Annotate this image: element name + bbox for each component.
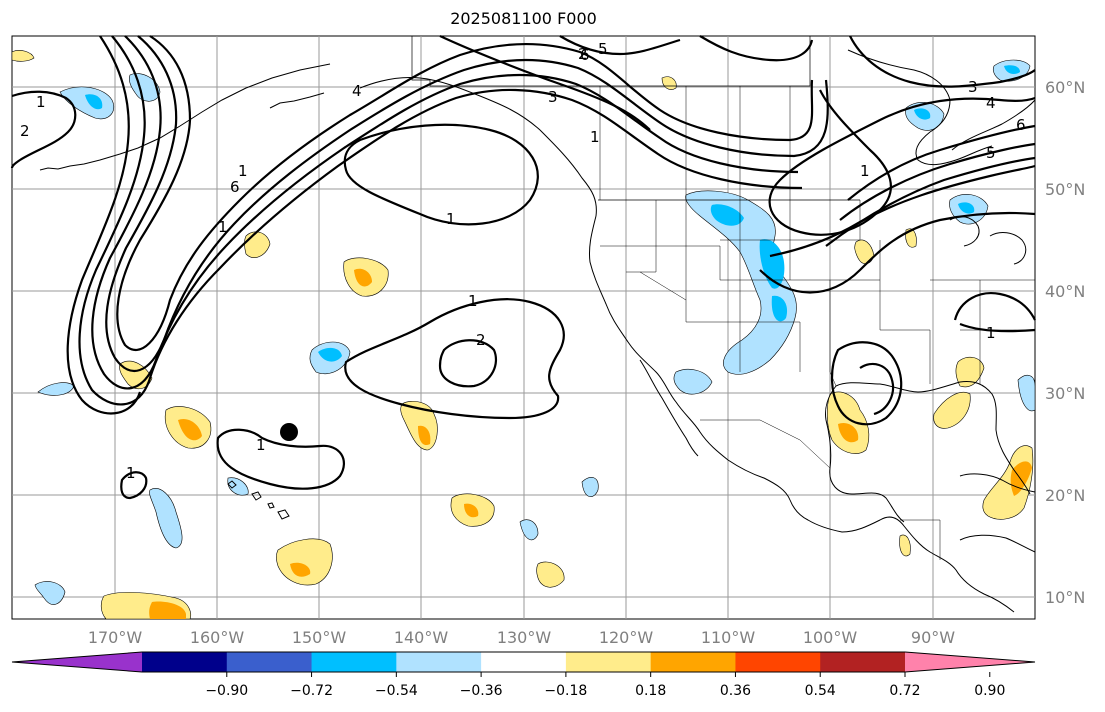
contour-label: 1 [126, 464, 136, 482]
contour-label: 4 [352, 82, 362, 100]
contour-label: 1 [986, 324, 996, 342]
colorbar-segment [396, 652, 482, 672]
colorbar-tick-label: 0.54 [805, 683, 836, 699]
colorbar [11, 651, 1036, 673]
colorbar-tick-label: −0.72 [290, 683, 333, 699]
location-marker [280, 423, 298, 441]
colorbar-segment [650, 652, 736, 672]
colorbar-tick-label: −0.54 [375, 683, 418, 699]
contour-label: 2 [20, 122, 30, 140]
lon-label: 120°W [599, 628, 654, 647]
lat-label: 30°N [1045, 384, 1085, 403]
colorbar-segment [820, 652, 906, 672]
contour-label: 6 [1016, 116, 1026, 134]
contour-label: 5 [986, 144, 996, 162]
lon-label: 110°W [701, 628, 756, 647]
colorbar-tick-label: 0.36 [720, 683, 751, 699]
lat-label: 60°N [1045, 78, 1085, 97]
contour-label: 1 [860, 162, 870, 180]
contour-label: 6 [580, 46, 590, 64]
lon-label: 130°W [497, 628, 552, 647]
colorbar-extend-min [12, 652, 142, 672]
lon-label: 90°W [911, 628, 955, 647]
contours [10, 35, 1036, 500]
lon-label: 170°W [88, 628, 143, 647]
colorbar-tick-label: 0.90 [974, 683, 1005, 699]
lat-label: 10°N [1045, 588, 1085, 607]
lat-label: 50°N [1045, 180, 1085, 199]
colorbar-segment [226, 652, 313, 672]
lat-label: 20°N [1045, 486, 1085, 505]
lon-label: 150°W [292, 628, 347, 647]
colorbar-tick-label: −0.36 [460, 683, 503, 699]
contour-label: 1 [590, 128, 600, 146]
colorbar-segment [735, 652, 821, 672]
graticule [12, 36, 1035, 619]
colorbar-segment [565, 652, 652, 672]
colorbar-segment [142, 652, 228, 672]
contour-label: 3 [548, 88, 558, 106]
contour-label: 6 [230, 178, 240, 196]
contour-label: 1 [446, 210, 456, 228]
lon-label: 160°W [190, 628, 245, 647]
contour-label: 1 [468, 292, 478, 310]
contour-label: 2 [476, 331, 486, 349]
colorbar-tick-label: 0.18 [635, 683, 666, 699]
coastlines [39, 36, 1036, 613]
contour-label: 3 [968, 78, 978, 96]
longitude-labels: 170°W 160°W 150°W 140°W 130°W 120°W 110°… [88, 628, 955, 647]
contour-label: 1 [256, 436, 266, 454]
lat-label: 40°N [1045, 282, 1085, 301]
map-title: 2025081100 F000 [450, 9, 597, 28]
colorbar-segment [311, 652, 397, 672]
lon-label: 140°W [394, 628, 449, 647]
colorbar-ticks: −0.90 −0.72 −0.54 −0.36 −0.18 0.18 0.36 0.54 0.7… [205, 672, 1005, 699]
colorbar-segment [481, 652, 567, 672]
contour-labels: 1 2 6 5 4 3 1 1 2 1 1 2 1 1 3 4 5 6 1 1 … [20, 40, 1026, 482]
latitude-labels: 60°N 50°N 40°N 30°N 20°N 10°N [1045, 78, 1085, 607]
map-panel: 1 2 6 5 4 3 1 1 2 1 1 2 1 1 3 4 5 6 1 1 … [10, 35, 1036, 620]
contour-label: 5 [598, 40, 608, 58]
colorbar-extend-max [905, 652, 1035, 672]
colorbar-tick-label: −0.90 [205, 683, 248, 699]
contour-label: 1 [238, 162, 248, 180]
contour-label: 2 [578, 45, 588, 63]
colorbar-tick-label: −0.18 [544, 683, 587, 699]
lon-label: 100°W [803, 628, 858, 647]
contour-label: 4 [986, 94, 996, 112]
contour-label: 1 [36, 93, 46, 111]
colorbar-outline [11, 651, 1036, 673]
contour-label: 1 [218, 218, 228, 236]
colorbar-tick-label: 0.72 [889, 683, 920, 699]
